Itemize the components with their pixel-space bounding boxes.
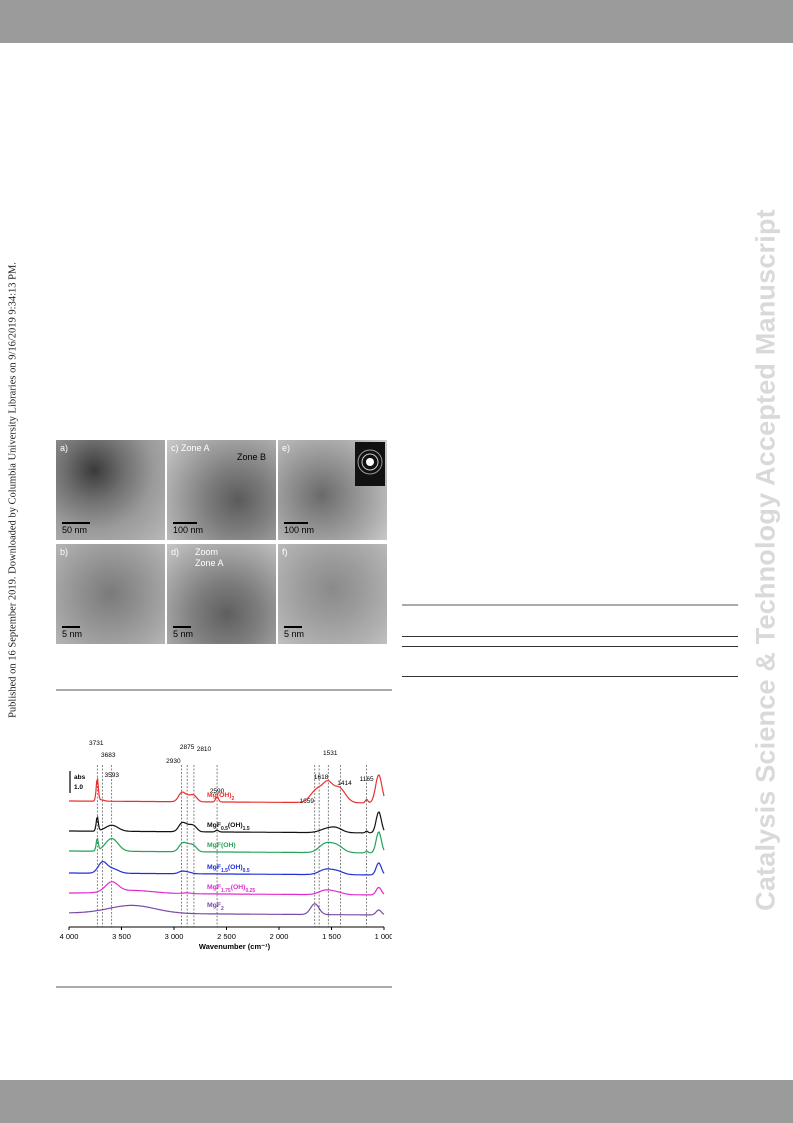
table-rule bbox=[402, 646, 738, 647]
scale-bar bbox=[284, 626, 302, 628]
diffraction-rings-icon bbox=[357, 449, 383, 475]
x-tick-label: 3 500 bbox=[112, 932, 131, 941]
peak-label: 1531 bbox=[323, 750, 338, 757]
tem-panel-d: d) Zoom Zone A 5 nm bbox=[167, 544, 276, 644]
panel-label: b) bbox=[60, 547, 69, 557]
peak-label: 2875 bbox=[180, 744, 195, 751]
scale-bar bbox=[284, 522, 308, 524]
spectrum-line bbox=[69, 774, 385, 804]
scale-bar bbox=[173, 522, 197, 524]
margin-note: Published on 16 September 2019. Download… bbox=[6, 260, 20, 720]
peak-label: 2810 bbox=[197, 746, 212, 753]
series-label: MgF1.75(OH)0.25 bbox=[207, 884, 255, 894]
series-label: MgF(OH) bbox=[207, 842, 236, 849]
series-label: Mg(OH)2 bbox=[207, 792, 235, 802]
footer-bar bbox=[0, 1080, 793, 1123]
panel-label: f) bbox=[282, 547, 288, 557]
watermark-text: Catalysis Science & Technology Accepted … bbox=[750, 209, 781, 911]
scale-bar bbox=[173, 626, 191, 628]
panel-label: d) bbox=[171, 547, 180, 557]
peak-label: 1414 bbox=[337, 780, 352, 787]
spectrum-line bbox=[69, 811, 385, 834]
panel-label: a) bbox=[60, 443, 69, 453]
series-label: MgF0.5(OH)1.5 bbox=[207, 822, 250, 832]
spectrum-line bbox=[69, 861, 385, 876]
scale-label: 5 nm bbox=[173, 629, 194, 639]
x-tick-label: 2 500 bbox=[217, 932, 236, 941]
x-tick-label: 1 000 bbox=[375, 932, 392, 941]
tem-panel-e: e) 100 nm bbox=[278, 440, 387, 540]
x-tick-label: 4 000 bbox=[60, 932, 79, 941]
x-tick-label: 3 000 bbox=[165, 932, 184, 941]
peak-label: 2930 bbox=[166, 758, 181, 765]
series-label: MgF1.5(OH)0.5 bbox=[207, 864, 250, 874]
tem-panel-f: f) 5 nm bbox=[278, 544, 387, 644]
x-tick-label: 1 500 bbox=[322, 932, 341, 941]
peak-label: 1165 bbox=[360, 776, 374, 783]
scale-label: 5 nm bbox=[62, 629, 83, 639]
peak-label: 3593 bbox=[105, 772, 120, 779]
zone-b-label: Zone B bbox=[237, 452, 267, 462]
series-label: MgF2 bbox=[207, 902, 224, 912]
abs-scale-label: abs bbox=[74, 774, 86, 781]
peak-label: 1659 bbox=[300, 798, 315, 805]
scale-bar bbox=[62, 522, 90, 524]
journal-watermark: Catalysis Science & Technology Accepted … bbox=[748, 150, 784, 970]
table-rule bbox=[402, 676, 738, 677]
scale-label: 100 nm bbox=[284, 525, 315, 535]
diffraction-inset bbox=[355, 442, 385, 486]
spectrum-line bbox=[69, 903, 385, 916]
spectrum-line bbox=[69, 831, 385, 854]
scale-label: 100 nm bbox=[173, 525, 204, 535]
x-axis-label: Wavenumber (cm⁻¹) bbox=[199, 942, 271, 951]
peak-label: 3731 bbox=[89, 740, 104, 747]
tem-panel-a: a) 50 nm bbox=[56, 440, 165, 540]
peak-label: 2590 bbox=[210, 788, 225, 795]
scale-label: 50 nm bbox=[62, 525, 88, 535]
tem-figure: a) 50 nm c) Zone A Zone B 100 nm e) 100 … bbox=[56, 440, 389, 644]
scale-bar bbox=[62, 626, 80, 628]
spectrum-line bbox=[69, 881, 385, 896]
zoom-label-line-2: Zone A bbox=[195, 558, 224, 568]
x-tick-label: 2 000 bbox=[270, 932, 289, 941]
panel-label: e) bbox=[282, 443, 291, 453]
abs-scale-value: 1.0 bbox=[74, 784, 83, 791]
margin-note-text: Published on 16 September 2019. Download… bbox=[7, 262, 19, 718]
tem-panel-b: b) 5 nm bbox=[56, 544, 165, 644]
table-top-rule bbox=[402, 604, 738, 606]
ftir-chart: 4 000 3 500 3 000 2 500 2 000 1 500 1 000 Waven… bbox=[60, 740, 392, 951]
panel-label: c) Zone A bbox=[171, 443, 210, 453]
table-rule bbox=[402, 636, 738, 637]
scale-label: 5 nm bbox=[284, 629, 305, 639]
header-bar bbox=[0, 0, 793, 43]
figure-separator bbox=[56, 689, 392, 691]
zoom-label-line-1: Zoom bbox=[195, 547, 219, 557]
peak-label: 1618 bbox=[314, 774, 329, 781]
peak-label: 3683 bbox=[101, 752, 116, 759]
figure-separator bbox=[56, 986, 392, 988]
tem-panel-c: c) Zone A Zone B 100 nm bbox=[167, 440, 276, 540]
